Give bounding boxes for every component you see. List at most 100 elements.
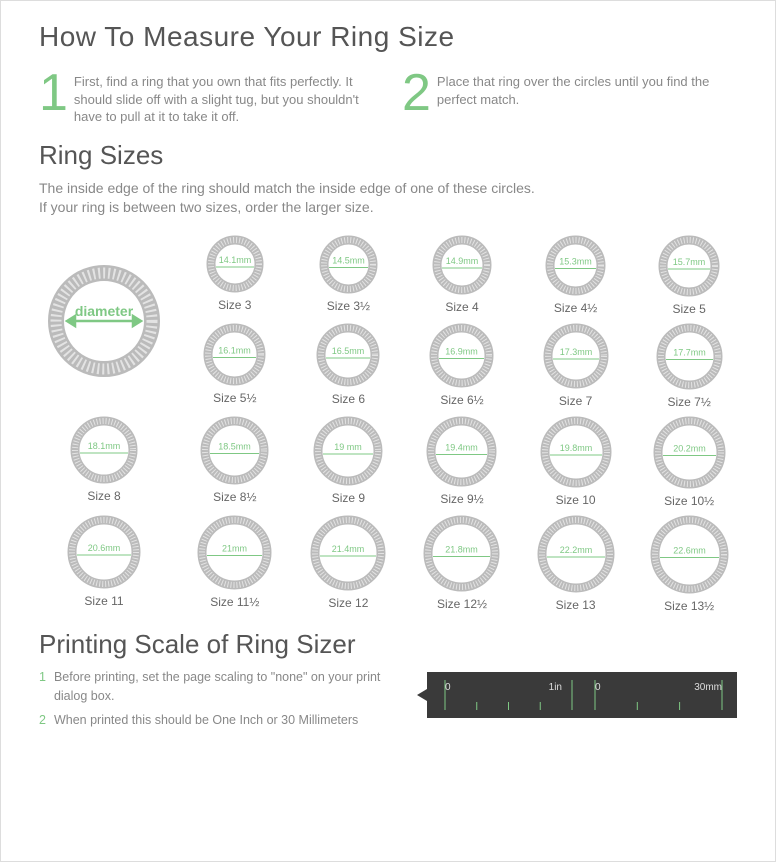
ring-icon: 15.7mm (657, 234, 721, 298)
svg-text:0: 0 (445, 682, 451, 693)
ring-size-cell: 22.6mm Size 13½ (641, 514, 737, 613)
ring-size-label: Size 13 (528, 598, 624, 612)
ring-icon: 22.6mm (649, 514, 730, 595)
page-title: How To Measure Your Ring Size (39, 21, 737, 53)
ring-icon: 19.4mm (425, 415, 498, 488)
ring-size-label: Size 6 (301, 392, 397, 406)
step-number: 1 (39, 71, 68, 115)
ring-diameter-text: 16.9mm (446, 346, 479, 356)
steps-row: 1 First, find a ring that you own that f… (39, 71, 737, 126)
ring-size-label: Size 5 (641, 302, 737, 316)
ring-icon: 20.2mm (652, 415, 727, 490)
ring-icon: 15.3mm (544, 234, 607, 297)
ring-diameter-text: 20.6mm (88, 543, 121, 553)
step-text: First, find a ring that you own that fit… (74, 71, 374, 126)
ring-diameter-text: 22.2mm (559, 545, 592, 555)
ring-diameter-text: 14.9mm (446, 256, 479, 266)
svg-text:0: 0 (595, 682, 601, 693)
ring-diameter-text: 18.1mm (88, 441, 121, 451)
step-1: 1 First, find a ring that you own that f… (39, 71, 374, 126)
diameter-demo: diameter (39, 234, 169, 409)
ring-size-label: Size 13½ (641, 599, 737, 613)
ring-icon: 16.1mm (202, 322, 267, 387)
ring-icon: 21mm (196, 514, 273, 591)
ring-size-label: Size 4 (414, 300, 510, 314)
ring-size-cell: 17.7mm Size 7½ (641, 322, 737, 409)
ring-diameter-text: 19 mm (335, 442, 363, 452)
ring-icon: 17.3mm (542, 322, 610, 390)
ring-size-label: Size 3 (187, 298, 283, 312)
ring-size-label: Size 3½ (301, 299, 397, 313)
ring-size-label: Size 12½ (414, 597, 510, 611)
ring-size-label: Size 9 (301, 491, 397, 505)
ring-icon: 21.4mm (309, 514, 387, 592)
ring-size-cell: 14.1mm Size 3 (187, 234, 283, 316)
ring-size-cell: 22.2mm Size 13 (528, 514, 624, 613)
ring-icon: 19 mm (312, 415, 384, 487)
ring-icon: 19.8mm (539, 415, 613, 489)
ring-diameter-text: 14.1mm (219, 255, 252, 265)
ring-size-label: Size 10 (528, 493, 624, 507)
ring-size-cell: 18.1mm Size 8 (39, 415, 169, 508)
ring-diameter-text: 16.5mm (332, 346, 365, 356)
ring-size-cell: 15.3mm Size 4½ (528, 234, 624, 316)
ring-diameter-text: 21.8mm (446, 544, 479, 554)
ring-diameter-text: 15.3mm (559, 256, 592, 266)
ring-size-cell: 21mm Size 11½ (187, 514, 283, 613)
ring-size-cell: 16.9mm Size 6½ (414, 322, 510, 409)
ring-icon: 16.9mm (428, 322, 495, 389)
ring-size-cell: 16.5mm Size 6 (301, 322, 397, 409)
ring-icon: 14.5mm (318, 234, 379, 295)
print-step-1: 1Before printing, set the page scaling t… (39, 668, 409, 706)
ring-diameter-text: 16.1mm (219, 345, 252, 355)
ring-size-cell: 20.2mm Size 10½ (641, 415, 737, 508)
ring-size-label: Size 8½ (187, 490, 283, 504)
ring-size-label: Size 12 (301, 596, 397, 610)
svg-text:30mm: 30mm (694, 682, 722, 693)
ring-size-label: Size 4½ (528, 301, 624, 315)
ruler-graphic: 0 1in 0 30mm (427, 672, 737, 718)
ring-diameter-text: 21mm (222, 543, 247, 553)
ring-size-label: Size 7 (528, 394, 624, 408)
ring-size-label: Size 11 (39, 594, 169, 608)
ring-diameter-text: 17.3mm (559, 347, 592, 357)
ring-size-cell: 21.4mm Size 12 (301, 514, 397, 613)
ring-size-cell: 14.5mm Size 3½ (301, 234, 397, 316)
ring-icon: 17.7mm (655, 322, 724, 391)
ring-diameter-text: 14.5mm (332, 255, 365, 265)
step-text: Place that ring over the circles until y… (437, 71, 737, 108)
ring-icon: 22.2mm (536, 514, 616, 594)
diameter-label: diameter (75, 303, 134, 319)
ring-icon: 16.5mm (315, 322, 381, 388)
printing-heading: Printing Scale of Ring Sizer (39, 629, 737, 660)
ring-size-cell: 17.3mm Size 7 (528, 322, 624, 409)
ring-diameter-text: 21.4mm (332, 544, 365, 554)
ring-diameter-text: 15.7mm (673, 257, 706, 267)
ruler-section: 1Before printing, set the page scaling t… (39, 668, 737, 736)
print-instructions: 1Before printing, set the page scaling t… (39, 668, 409, 736)
ring-size-cell: 18.5mm Size 8½ (187, 415, 283, 508)
ring-sizes-subtext: The inside edge of the ring should match… (39, 179, 737, 218)
ring-size-label: Size 7½ (641, 395, 737, 409)
svg-text:1in: 1in (549, 682, 562, 693)
ring-size-cell: 19.8mm Size 10 (528, 415, 624, 508)
ring-size-cell: 19 mm Size 9 (301, 415, 397, 508)
ring-size-cell: 14.9mm Size 4 (414, 234, 510, 316)
ring-size-cell: 20.6mm Size 11 (39, 514, 169, 613)
ring-size-label: Size 11½ (187, 595, 283, 609)
demo-ring-icon: diameter (39, 256, 169, 386)
ring-diameter-text: 17.7mm (673, 347, 706, 357)
ring-diameter-text: 19.4mm (446, 442, 479, 452)
step-number: 2 (402, 71, 431, 115)
ring-size-label: Size 8 (39, 489, 169, 503)
ring-icon: 18.5mm (199, 415, 270, 486)
ring-size-label: Size 5½ (187, 391, 283, 405)
ring-icon: 14.1mm (205, 234, 265, 294)
ring-diameter-text: 18.5mm (219, 441, 252, 451)
ring-diameter-text: 19.8mm (559, 443, 592, 453)
ring-size-label: Size 6½ (414, 393, 510, 407)
ring-size-label: Size 9½ (414, 492, 510, 506)
ring-size-cell: 15.7mm Size 5 (641, 234, 737, 316)
ring-diameter-text: 20.2mm (673, 443, 706, 453)
ring-size-cell: 16.1mm Size 5½ (187, 322, 283, 409)
